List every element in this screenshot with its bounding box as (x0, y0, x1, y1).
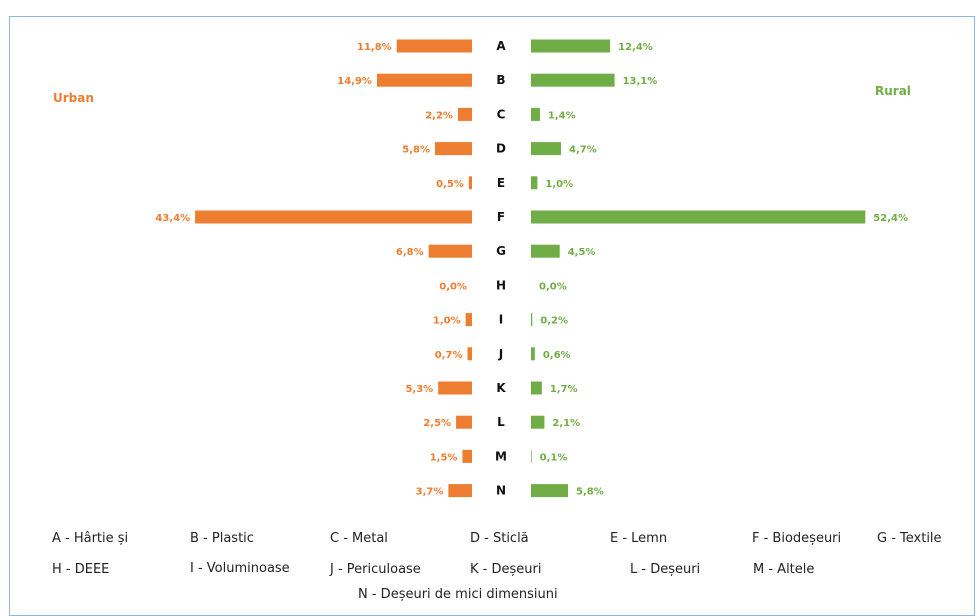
urban-data-label-c: 2,2% (425, 110, 453, 121)
legend-item-m: M - Altele (753, 562, 815, 577)
legend-item-c: C - Metal (330, 531, 388, 546)
rural-data-label-m: 0,1% (540, 452, 568, 463)
urban-bar-a (396, 39, 472, 53)
rural-bar-e (531, 176, 538, 190)
rural-bar-g (531, 244, 560, 258)
category-label-a: A (496, 39, 506, 53)
urban-data-label-j: 0,7% (435, 350, 463, 361)
category-label-l: L (497, 415, 505, 429)
legend-item-j: J - Periculoase (330, 562, 421, 577)
legend-item-f: F - Biodeșeuri (752, 531, 842, 546)
legend-item-e: E - Lemn (610, 531, 668, 546)
urban-data-label-e: 0,5% (436, 179, 464, 190)
urban-data-label-k: 5,3% (405, 384, 433, 395)
rural-bar-f (531, 210, 866, 224)
urban-data-label-b: 14,9% (337, 76, 372, 87)
rural-bar-n (531, 484, 569, 498)
rural-bar-c (531, 107, 540, 121)
rural-data-label-a: 12,4% (618, 42, 653, 53)
urban-bar-n (448, 484, 472, 498)
rural-bar-a (531, 39, 611, 53)
category-label-h: H (496, 278, 506, 292)
category-label-b: B (496, 73, 505, 87)
rural-bar-m (531, 449, 532, 463)
rural-data-label-i: 0,2% (540, 316, 568, 327)
category-label-g: G (496, 244, 506, 258)
rural-series-title: Rural (875, 84, 911, 98)
legend-item-l: L - Deșeuri (630, 562, 701, 577)
urban-bar-g (428, 244, 472, 258)
legend-item-n: N - Deșeuri de mici dimensiuni (358, 587, 558, 602)
chart-frame (9, 16, 975, 616)
category-label-i: I (499, 313, 503, 327)
urban-bar-j (467, 347, 472, 361)
category-label-e: E (497, 176, 505, 190)
legend-item-a: A - Hârtie și (52, 531, 129, 546)
urban-data-label-i: 1,0% (433, 316, 461, 327)
rural-bar-j (531, 347, 535, 361)
urban-bar-l (456, 415, 472, 429)
rural-bar-l (531, 415, 545, 429)
rural-data-label-b: 13,1% (623, 76, 658, 87)
urban-bar-b (376, 73, 472, 87)
legend-item-b: B - Plastic (190, 531, 254, 546)
urban-data-label-g: 6,8% (396, 247, 424, 258)
rural-data-label-d: 4,7% (569, 145, 597, 156)
urban-bar-m (462, 449, 472, 463)
urban-bar-i (465, 313, 472, 327)
category-label-n: N (496, 484, 506, 498)
urban-bar-c (457, 107, 472, 121)
urban-bar-d (434, 142, 472, 156)
rural-bar-i (531, 313, 533, 327)
rural-bar-k (531, 381, 542, 395)
urban-data-label-d: 5,8% (402, 145, 430, 156)
category-label-c: C (497, 107, 506, 121)
rural-data-label-e: 1,0% (545, 179, 573, 190)
category-label-k: K (496, 381, 506, 395)
urban-data-label-h: 0,0% (439, 281, 467, 292)
urban-bar-k (438, 381, 472, 395)
rural-data-label-g: 4,5% (568, 247, 596, 258)
rural-data-label-l: 2,1% (552, 418, 580, 429)
urban-bar-f (195, 210, 472, 224)
urban-data-label-l: 2,5% (423, 418, 451, 429)
category-label-d: D (496, 142, 506, 156)
legend-item-k: K - Deșeuri (470, 562, 542, 577)
urban-series-title: Urban (53, 91, 94, 105)
urban-data-label-f: 43,4% (155, 213, 190, 224)
rural-data-label-f: 52,4% (873, 213, 908, 224)
rural-data-label-j: 0,6% (543, 350, 571, 361)
category-label-f: F (497, 210, 505, 224)
legend-item-g: G - Textile (877, 531, 942, 546)
urban-data-label-n: 3,7% (416, 487, 444, 498)
rural-bar-b (531, 73, 615, 87)
rural-data-label-c: 1,4% (548, 110, 576, 121)
urban-data-label-m: 1,5% (430, 452, 458, 463)
category-label-m: M (495, 449, 507, 463)
rural-bar-d (531, 142, 561, 156)
category-label-j: J (498, 347, 503, 361)
legend-item-d: D - Sticlă (470, 531, 529, 546)
legend-item-i: I - Voluminoase (190, 561, 290, 576)
rural-data-label-k: 1,7% (550, 384, 578, 395)
urban-bar-e (468, 176, 472, 190)
legend-item-h: H - DEEE (52, 562, 110, 577)
rural-data-label-h: 0,0% (539, 281, 567, 292)
urban-data-label-a: 11,8% (357, 42, 392, 53)
rural-data-label-n: 5,8% (576, 487, 604, 498)
